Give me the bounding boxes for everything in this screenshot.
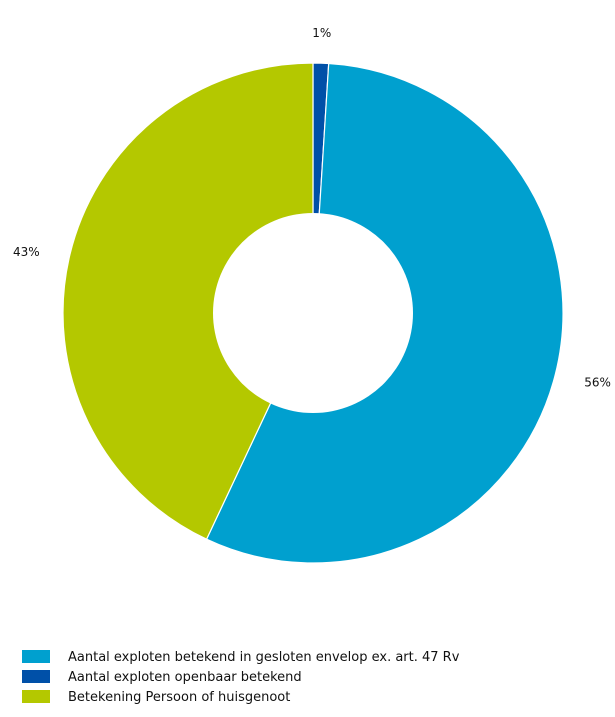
legend-label-1: Aantal exploten openbaar betekend bbox=[68, 670, 302, 685]
slice-value-label-2: 43% bbox=[13, 245, 40, 259]
legend-swatch-2 bbox=[22, 690, 50, 703]
slice-value-label-1: 1% bbox=[312, 26, 331, 40]
donut-hole bbox=[213, 213, 413, 413]
legend-label-0: Aantal exploten betekend in gesloten env… bbox=[68, 650, 460, 665]
slice-value-label-0: 56% bbox=[584, 376, 611, 390]
legend-swatch-0 bbox=[22, 650, 50, 663]
donut-slice-2 bbox=[62, 62, 314, 541]
legend: Aantal exploten betekend in gesloten env… bbox=[22, 650, 460, 705]
legend-swatch-1 bbox=[22, 670, 50, 683]
legend-label-2: Betekening Persoon of huisgenoot bbox=[68, 690, 290, 705]
slice-labels: 1% 56% 43% bbox=[13, 26, 611, 390]
